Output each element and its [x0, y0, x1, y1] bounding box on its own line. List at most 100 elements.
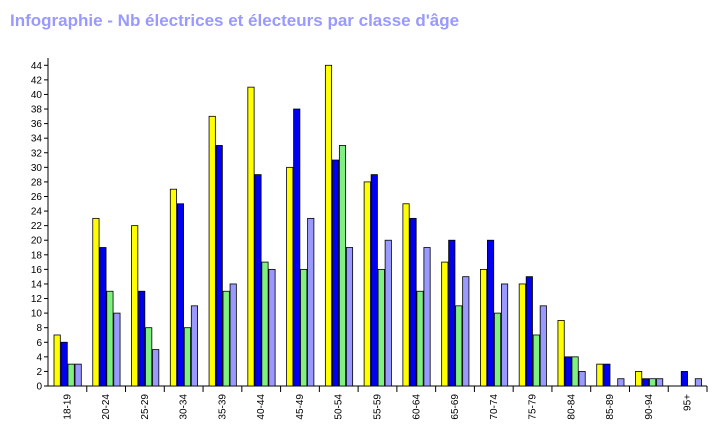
y-tick-label: 10 — [31, 309, 43, 320]
y-tick-label: 8 — [36, 323, 42, 334]
bar — [557, 319, 565, 387]
bar — [656, 378, 664, 387]
y-tick-label: 32 — [31, 148, 43, 159]
bar — [416, 290, 424, 387]
bar — [92, 217, 100, 387]
y-tick-label: 18 — [31, 250, 43, 261]
bar — [455, 305, 463, 387]
x-tick-label: 30-34 — [179, 394, 190, 420]
bar — [338, 145, 347, 387]
bar — [53, 334, 61, 387]
y-tick-label: 2 — [36, 367, 42, 378]
bar — [229, 283, 237, 387]
y-tick-label: 6 — [36, 338, 42, 349]
x-tick-label: 65-69 — [450, 394, 461, 420]
bar — [190, 305, 198, 387]
bar — [268, 268, 276, 387]
bar — [222, 290, 230, 387]
bar — [286, 166, 294, 387]
y-tick-label: 12 — [31, 294, 43, 305]
y-tick-label: 38 — [31, 105, 43, 116]
bar — [106, 290, 114, 387]
bar — [539, 305, 547, 387]
bar — [518, 283, 526, 387]
bar — [169, 188, 177, 387]
bar — [152, 349, 160, 387]
chart-title: Infographie - Nb électrices et électeurs… — [10, 11, 460, 30]
y-tick-label: 26 — [31, 192, 43, 203]
bar — [261, 261, 269, 387]
bar — [60, 341, 68, 387]
bar — [596, 363, 604, 387]
x-tick-label: 80-84 — [566, 394, 577, 420]
bar — [113, 312, 121, 387]
y-tick-label: 30 — [31, 163, 43, 174]
bar — [617, 378, 625, 387]
y-tick-label: 24 — [31, 207, 43, 218]
y-tick-label: 42 — [31, 75, 43, 86]
bar — [642, 378, 650, 387]
x-tick-label: 45-49 — [295, 394, 306, 420]
bar — [603, 363, 611, 387]
bar — [448, 239, 456, 387]
bar — [145, 327, 153, 387]
bar — [462, 276, 470, 387]
x-tick-label: 55-59 — [373, 394, 384, 420]
bar — [331, 159, 340, 387]
x-tick-label: 75-79 — [528, 394, 539, 420]
x-tick-label: 20-24 — [101, 394, 112, 420]
x-tick-label: 50-54 — [334, 394, 345, 420]
bar — [480, 268, 488, 387]
x-tick-label: 35-39 — [217, 394, 228, 420]
bar — [635, 371, 643, 387]
bar — [247, 86, 255, 387]
y-tick-label: 28 — [31, 177, 43, 188]
bar — [409, 217, 417, 387]
x-tick-label: 90-94 — [644, 394, 655, 420]
bar — [370, 174, 378, 387]
bar — [525, 276, 533, 387]
y-tick-label: 44 — [31, 61, 43, 72]
bar — [363, 181, 371, 387]
bar — [487, 239, 495, 387]
bar — [99, 247, 107, 387]
bar — [67, 363, 75, 387]
x-tick-label: 95+ — [683, 394, 694, 411]
bar — [564, 356, 572, 387]
bar — [571, 356, 579, 387]
bar — [494, 312, 502, 387]
bar — [377, 268, 385, 387]
bar — [402, 203, 410, 387]
x-tick-label: 40-44 — [256, 394, 267, 420]
bar — [423, 247, 431, 387]
bar — [138, 290, 146, 387]
bar — [208, 115, 216, 387]
x-tick-label: 70-74 — [489, 394, 500, 420]
bar — [501, 283, 509, 387]
bar — [293, 108, 301, 387]
y-tick-label: 34 — [31, 134, 43, 145]
bar — [254, 174, 262, 387]
bar — [307, 217, 315, 387]
bar — [649, 378, 657, 387]
bar — [578, 371, 586, 387]
bar — [183, 327, 191, 387]
bar — [74, 363, 82, 387]
bar — [176, 203, 184, 387]
y-tick-label: 4 — [36, 352, 42, 363]
y-tick-label: 40 — [31, 90, 43, 101]
bar — [215, 145, 223, 387]
y-tick-label: 20 — [31, 236, 43, 247]
bar — [384, 239, 392, 387]
bar — [324, 64, 333, 387]
y-tick-label: 16 — [31, 265, 43, 276]
bar — [300, 268, 308, 387]
y-tick-label: 36 — [31, 119, 43, 130]
bar — [131, 225, 139, 387]
x-tick-label: 25-29 — [140, 394, 151, 420]
y-tick-label: 14 — [31, 279, 43, 290]
bar — [345, 247, 354, 387]
bar — [680, 371, 688, 387]
x-tick-label: 60-64 — [411, 394, 422, 420]
